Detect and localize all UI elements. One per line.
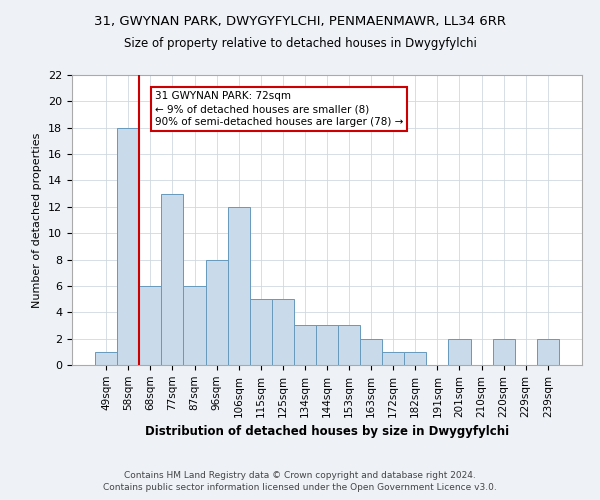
- Bar: [493, 338, 515, 365]
- Text: 31, GWYNAN PARK, DWYGYFYLCHI, PENMAENMAWR, LL34 6RR: 31, GWYNAN PARK, DWYGYFYLCHI, PENMAENMAW…: [94, 15, 506, 28]
- Bar: [227, 207, 250, 365]
- Bar: [117, 128, 139, 365]
- Bar: [95, 352, 117, 365]
- Bar: [537, 338, 559, 365]
- Text: Size of property relative to detached houses in Dwygyfylchi: Size of property relative to detached ho…: [124, 38, 476, 51]
- Bar: [316, 326, 338, 365]
- Text: Contains public sector information licensed under the Open Government Licence v3: Contains public sector information licen…: [103, 484, 497, 492]
- Bar: [448, 338, 470, 365]
- Bar: [360, 338, 382, 365]
- Bar: [161, 194, 184, 365]
- Bar: [404, 352, 427, 365]
- Bar: [206, 260, 227, 365]
- Bar: [250, 299, 272, 365]
- Bar: [184, 286, 206, 365]
- Bar: [338, 326, 360, 365]
- Bar: [294, 326, 316, 365]
- Bar: [382, 352, 404, 365]
- Y-axis label: Number of detached properties: Number of detached properties: [32, 132, 43, 308]
- Bar: [272, 299, 294, 365]
- Text: Contains HM Land Registry data © Crown copyright and database right 2024.: Contains HM Land Registry data © Crown c…: [124, 471, 476, 480]
- Text: 31 GWYNAN PARK: 72sqm
← 9% of detached houses are smaller (8)
90% of semi-detach: 31 GWYNAN PARK: 72sqm ← 9% of detached h…: [155, 91, 403, 127]
- X-axis label: Distribution of detached houses by size in Dwygyfylchi: Distribution of detached houses by size …: [145, 425, 509, 438]
- Bar: [139, 286, 161, 365]
